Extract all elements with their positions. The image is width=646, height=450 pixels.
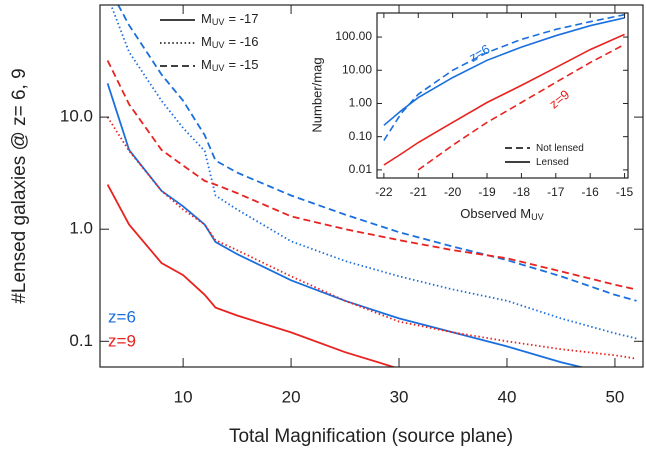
legend-suffix: = -16 xyxy=(228,34,258,49)
series-line xyxy=(106,60,637,291)
x-tick-label: -19 xyxy=(478,185,496,199)
y-tick-label: 0.01 xyxy=(349,162,373,176)
x-tick-label: 30 xyxy=(390,387,409,406)
y-tick-label: 0.1 xyxy=(69,331,93,350)
x-axis-label-text: Total Magnification (source plane) xyxy=(229,426,513,447)
legend-label: MUV = -16 xyxy=(201,34,258,50)
x-axis-label: Total Magnification (source plane) xyxy=(229,426,513,447)
y-tick-label: 1.00 xyxy=(349,96,373,110)
x-tick-label: 10 xyxy=(174,387,193,406)
legend-suffix: = -15 xyxy=(228,57,258,72)
x-tick-label: 40 xyxy=(498,387,517,406)
series-line xyxy=(383,17,625,126)
annotation: z=9 xyxy=(108,331,136,350)
series-line xyxy=(383,13,625,141)
y-axis-label: Number/mag xyxy=(309,57,324,132)
legend-text: M xyxy=(201,11,212,26)
x-tick-label: -18 xyxy=(513,185,531,199)
legend-text: Not lensed xyxy=(536,143,584,154)
y-tick-label: 1.0 xyxy=(69,219,93,238)
annotation: z=6 xyxy=(108,307,136,326)
series-line xyxy=(117,5,637,302)
series-line xyxy=(106,83,585,367)
legend-sub: UV xyxy=(212,63,226,73)
x-tick-label: -21 xyxy=(410,185,428,199)
x-tick-label: -17 xyxy=(547,185,565,199)
plot-frame xyxy=(99,4,644,368)
x-tick-label: -20 xyxy=(444,185,462,199)
y-axis-label: #Lensed galaxies @ z= 6, 9 xyxy=(9,68,30,303)
y-tick-label: 100.00 xyxy=(335,29,372,43)
x-tick-label: -22 xyxy=(375,185,393,199)
x-tick-label: 50 xyxy=(605,387,624,406)
plot: 10 20 30 40 50 0.1 1.0 10.0 Total Magnification … xyxy=(9,4,644,447)
plot-frame xyxy=(376,12,629,179)
x-axis-label: Observed MUV xyxy=(460,206,544,222)
y-tick-label: 10.0 xyxy=(60,107,93,126)
legend-label: Lensed xyxy=(536,157,569,168)
x-axis-label-text: Observed M xyxy=(460,206,531,221)
series-group xyxy=(383,13,625,171)
series-line xyxy=(417,43,625,171)
y-tick-label: 10.00 xyxy=(342,62,372,76)
legend-sub: UV xyxy=(212,40,226,50)
legend-label: MUV = -17 xyxy=(201,11,258,27)
legend-suffix: = -17 xyxy=(228,11,258,26)
series-line xyxy=(383,33,625,166)
x-tick-label: -16 xyxy=(582,185,600,199)
legend-text: M xyxy=(201,57,212,72)
plot: -22 -21 -20 -19 -18 -17 -16 -15 0.01 0.10 1.00 10.0… xyxy=(309,12,634,222)
y-tick-label: 0.10 xyxy=(349,129,373,143)
series-line xyxy=(106,184,397,367)
x-tick-label: 20 xyxy=(282,387,301,406)
legend-label: MUV = -15 xyxy=(201,57,258,73)
x-axis-label-sub: UV xyxy=(531,212,545,222)
x-tick-label: -15 xyxy=(616,185,634,199)
legend-sub: UV xyxy=(212,17,226,27)
legend-text: M xyxy=(201,34,212,49)
legend-text: Lensed xyxy=(536,157,569,168)
series-group xyxy=(106,5,637,367)
legend-label: Not lensed xyxy=(536,143,584,154)
